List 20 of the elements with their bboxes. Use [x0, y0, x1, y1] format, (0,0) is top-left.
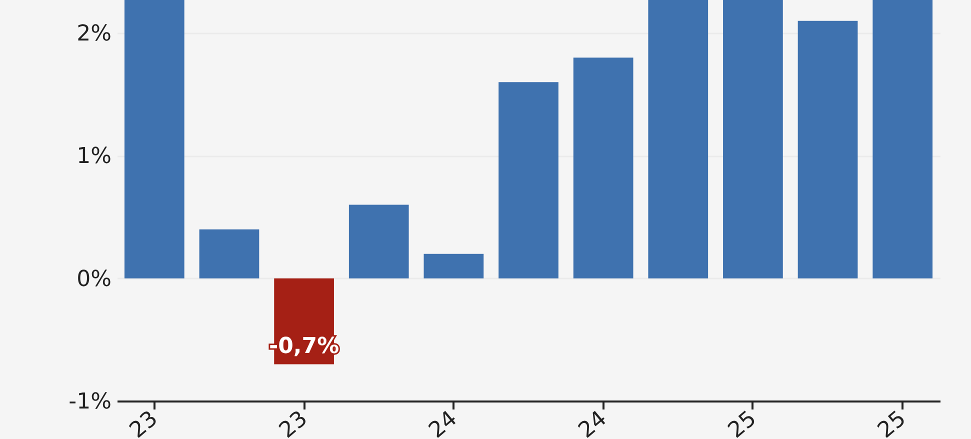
bar: [498, 82, 558, 278]
y-tick-label: 0%: [76, 266, 112, 292]
y-tick-label: 1%: [76, 144, 112, 170]
x-tick-label: 23: [274, 406, 312, 439]
bar: [648, 0, 708, 278]
bar: [798, 20, 858, 278]
x-tick-label: 24: [424, 406, 462, 439]
bar: [424, 254, 484, 278]
bar: [872, 0, 933, 278]
y-tick-label: 2%: [76, 22, 112, 47]
bar: [573, 58, 634, 278]
x-tick-label: 24: [574, 406, 612, 439]
bar: [348, 204, 409, 278]
x-tick-label: 25: [873, 406, 911, 439]
x-tick-label: 25: [724, 406, 762, 439]
x-tick-label: 23: [125, 406, 163, 439]
y-tick-label: -1%: [68, 390, 112, 414]
bar: [723, 0, 783, 278]
bar: [199, 229, 260, 278]
bar: [124, 0, 184, 278]
